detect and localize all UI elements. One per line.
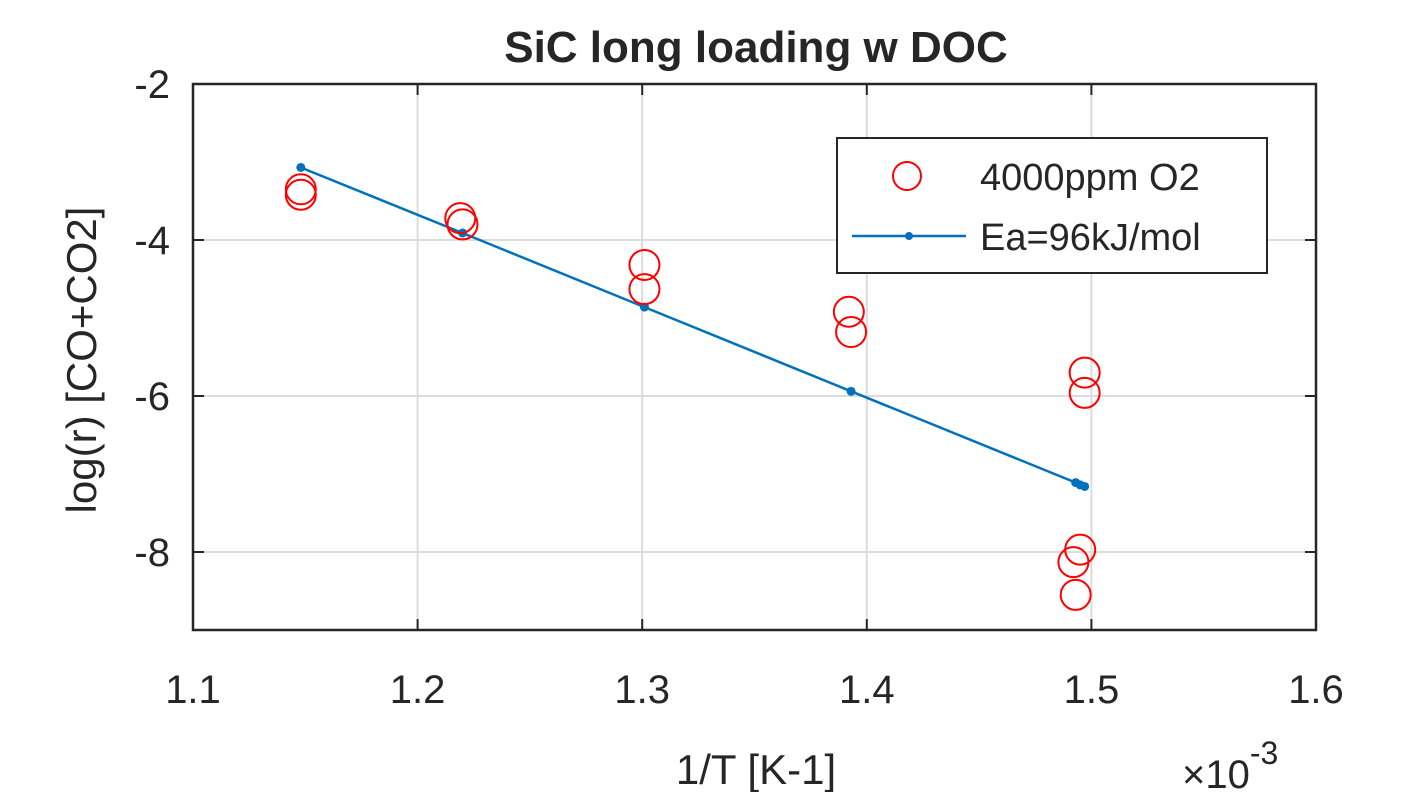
y-tick-label: -2 [134,63,170,107]
legend-box [836,137,1268,274]
x-tick-label: 1.5 [1064,668,1120,712]
legend-label-series-1: 4000ppm O2 [980,157,1200,199]
data-point [446,208,479,241]
data-point [1057,546,1090,579]
chart-title: SiC long loading w DOC [504,23,1008,72]
data-point [1068,376,1101,409]
data-point [628,248,661,281]
fit-point [846,386,856,396]
x-axis-multiplier-exponent: -3 [1250,735,1278,771]
x-tick-label: 1.2 [390,668,446,712]
y-tick-label: -6 [134,375,170,419]
data-point [628,273,661,306]
fit-point [1080,481,1090,491]
y-tick-label: -8 [134,531,170,575]
data-point [1059,578,1092,611]
legend: 4000ppm O2 Ea=96kJ/mol [836,137,1268,274]
data-point [832,295,865,328]
data-point [284,178,317,211]
y-axis-label: log(r) [CO+CO2] [58,207,105,514]
x-axis-multiplier: ×10-3 [1182,735,1278,792]
y-tick-label: -4 [134,219,170,263]
legend-label-series-2: Ea=96kJ/mol [980,217,1201,259]
fit-point [296,162,306,172]
x-axis-multiplier-base: ×10 [1182,753,1250,792]
series-layer [284,162,1101,611]
data-point [1068,356,1101,389]
data-point [835,316,868,349]
axis-ticks: 1.1 1.2 1.3 1.4 1.5 1.6 -2 -4 -6 -8 [134,63,1343,712]
x-tick-label: 1.3 [614,668,670,712]
x-axis-label: 1/T [K-1] [676,746,836,792]
x-tick-label: 1.4 [839,668,895,712]
x-tick-label: 1.6 [1288,668,1344,712]
legend-marker-circle [892,161,922,191]
plot-area-border [191,82,1318,632]
legend-marker-dot [905,232,913,240]
x-tick-label: 1.1 [165,668,221,712]
